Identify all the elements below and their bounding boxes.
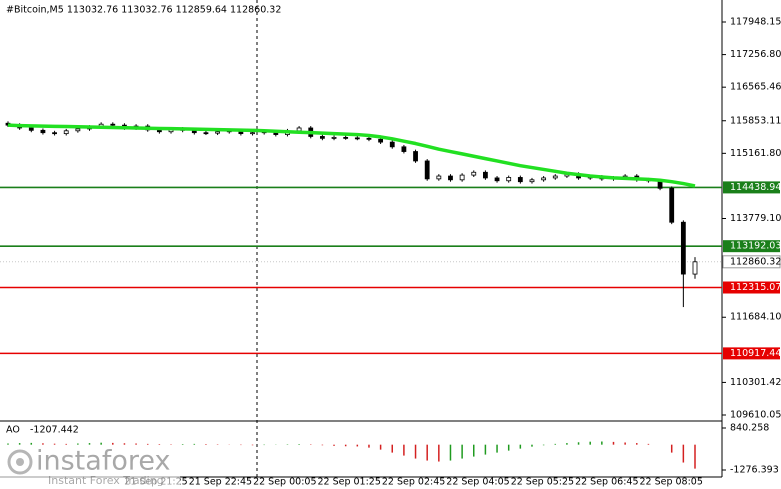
x-tick-label: 22 Sep 05:25 [511,477,574,488]
level-label: 112860.32 [730,256,781,267]
moving-average [7,123,696,188]
y-tick-label: 109610.05 [730,410,781,421]
candle-body [343,136,349,139]
y-tick-label: 110301.42 [730,377,781,388]
ao-name: AO [6,425,20,436]
y-tick-label: 113779.10 [730,213,781,224]
candle-body [250,132,255,135]
x-tick-label: 22 Sep 02:45 [382,477,445,488]
candle-body [319,136,325,139]
candle-body [471,171,477,176]
candle-body [366,137,372,140]
candle-body [680,221,686,275]
candle-body [331,136,337,139]
y-tick-label: 116565.46 [730,82,781,93]
brand: instaforex [36,446,170,477]
y-tick-label: 117948.15 [730,17,781,28]
level-label: 112315.07 [730,282,781,293]
x-tick-label: 21 Sep 22:45 [189,477,252,488]
candle-body [389,141,395,148]
candle-body [40,129,46,134]
candle-body [413,151,418,162]
level-label: 113192.03 [730,241,781,252]
x-tick-label: 22 Sep 08:05 [639,477,702,488]
candle-body [401,146,407,152]
candle-body [296,127,302,132]
candle-body [436,175,442,180]
chart-title: #Bitcoin,M5 113032.76 113032.76 112859.6… [6,5,281,16]
x-tick-label: 22 Sep 04:05 [446,477,509,488]
candle-body [215,131,220,134]
candle-body [459,174,465,181]
candle-body [203,132,209,135]
y-tick-label: 111684.10 [730,312,781,323]
candle-body [529,179,535,183]
candle-body [506,177,512,182]
ao-value: -1207.442 [30,425,79,436]
logo-dot [16,458,24,466]
candle-body [669,187,675,223]
candle-body [63,130,69,135]
candle-body [28,127,34,131]
x-tick-label: 22 Sep 00:05 [253,477,316,488]
x-tick-label: 22 Sep 06:45 [575,477,638,488]
level-box [723,240,780,253]
level-label: 114438.94 [730,182,781,193]
candle-body [552,175,558,179]
level-box [723,281,780,294]
level-label: 110917.44 [730,348,781,359]
candle-body [448,175,453,181]
level-box [723,347,780,360]
logo-icon [7,449,33,475]
y-tick-label: 117256.80 [730,49,781,60]
candle-body [692,261,698,275]
candle-body [378,138,384,143]
candle-body [483,171,488,179]
candle-body [424,160,430,180]
y-tick-label: 115161.80 [730,148,781,159]
candle-body [75,128,81,132]
tagline: Instant Forex Trading [48,474,164,487]
candle-body [541,177,547,181]
candle-body [110,123,116,126]
y-tick-label: 115853.11 [730,115,781,126]
candle-body [354,137,360,140]
main-panel: 117948.15 117256.80 116565.46 115853.11 1151… [0,17,781,488]
ao-tick-label: -1276.393 [730,465,779,476]
candle-body [52,132,57,135]
watermark: instaforex Instant Forex Trading [0,446,180,489]
candle-body [494,177,500,182]
level-box [722,255,781,269]
x-tick-label: 22 Sep 01:25 [317,477,380,488]
ao-tick-label: 840.258 [730,423,769,434]
level-box [723,181,780,194]
candle-body [517,177,523,183]
